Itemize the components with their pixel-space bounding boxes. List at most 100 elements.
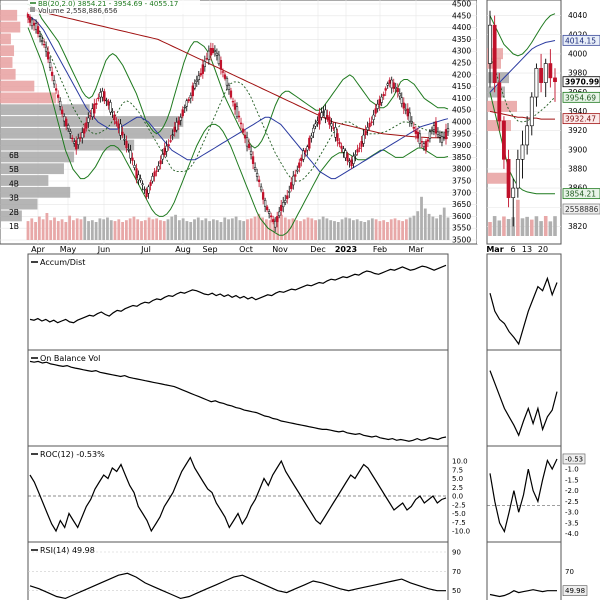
zoom-candle-body <box>497 82 502 122</box>
candle-body <box>81 132 84 139</box>
volume-bar <box>257 213 261 240</box>
price-tick-label: 3750 <box>452 177 471 186</box>
zoom-roc-tick-label: -3.5 <box>565 519 579 527</box>
candle-body <box>95 103 98 105</box>
zoom-candle-body <box>488 24 492 64</box>
volume-bar <box>295 220 299 240</box>
candle-body <box>171 134 174 136</box>
candle-body <box>127 149 130 151</box>
candle-body <box>410 121 413 124</box>
volume-profile-bar <box>0 80 35 92</box>
candle-body <box>93 103 96 114</box>
candle-body <box>111 111 114 113</box>
candle-body <box>125 140 128 149</box>
candle-body <box>444 129 448 140</box>
candle-body <box>438 135 442 138</box>
candle-body <box>378 99 381 106</box>
candle-body <box>362 134 365 144</box>
candle-body <box>42 43 46 46</box>
zoom-roc-tick-label: -2.0 <box>565 487 579 495</box>
candle-body <box>350 159 353 167</box>
volume-bar <box>196 217 200 240</box>
candle-body <box>282 202 285 208</box>
price-tick-label: 3700 <box>452 188 471 197</box>
candle-body <box>75 140 78 150</box>
volume-bar <box>264 219 268 240</box>
volume-tick-label: 4B <box>9 179 19 188</box>
zoom-rsi-tick-label: 49.98 <box>565 587 585 595</box>
zoom-candle-body <box>492 24 497 83</box>
candle-body <box>85 122 88 129</box>
candle-body <box>356 149 359 153</box>
candle-body <box>292 175 295 186</box>
volume-axis: 6B 5B 4B 3B 2B 1B <box>9 151 19 231</box>
price-tick-label: 3600 <box>452 212 471 221</box>
volume-bar <box>79 219 83 240</box>
zoom-date-label: 20 <box>538 245 548 254</box>
zoom-candle-body <box>515 159 520 189</box>
candle-body <box>259 186 263 191</box>
candle-body <box>115 121 118 124</box>
candle-body <box>169 140 172 142</box>
candle-body <box>97 97 100 100</box>
volume-profile-bar <box>0 21 21 33</box>
volume-bar <box>302 219 306 240</box>
rsi-line <box>29 572 446 600</box>
candle-body <box>32 22 36 26</box>
candle-body <box>434 121 438 134</box>
candle-body <box>398 93 401 97</box>
value-box <box>562 203 600 215</box>
candle-body <box>161 154 164 160</box>
candle-body <box>179 116 182 121</box>
zoom-date-axis: Mar 6 13 20 <box>486 245 548 254</box>
candle-body <box>402 102 405 109</box>
price-tick-label: 3900 <box>452 141 471 150</box>
zoom-roc-tick-label: -4.0 <box>565 530 579 538</box>
volume-bar <box>124 220 128 240</box>
candle-body <box>396 87 399 93</box>
candle-body <box>330 123 333 127</box>
volume-bar <box>344 217 348 240</box>
zoom-volume-bar <box>543 216 548 236</box>
zoom-candlesticks <box>488 10 557 227</box>
zoom-candle-body <box>539 67 543 83</box>
candle-body <box>370 121 373 123</box>
zoom-ma-50-line <box>489 40 556 93</box>
value-box <box>562 188 600 200</box>
value-box-label: 4014.15 <box>565 36 596 45</box>
volume-bar <box>321 216 325 240</box>
candle-body <box>426 139 430 142</box>
candle-body <box>332 127 335 129</box>
roc-tick-label: -7.5 <box>452 519 466 527</box>
zoom-volume-bar <box>497 220 502 236</box>
volume-bar <box>151 219 155 240</box>
volume-bar <box>280 214 283 240</box>
volume-bar <box>352 220 355 240</box>
volume-tick-label: 6B <box>9 151 19 160</box>
volume-bar <box>442 207 446 240</box>
legend-volume: Volume 2,558,886,656 <box>38 7 118 15</box>
volume-bar <box>102 219 106 240</box>
candle-body <box>209 48 213 56</box>
candle-body <box>390 79 393 89</box>
zoom-candle-body <box>529 96 534 127</box>
candle-body <box>406 108 409 117</box>
month-label: Dec <box>310 245 325 254</box>
volume-bar <box>68 215 72 240</box>
zoom-volume-bar <box>506 219 511 236</box>
candle-body <box>334 127 337 138</box>
volume-bar <box>113 221 117 240</box>
candle-body <box>247 144 251 149</box>
price-tick-label: 3500 <box>452 236 471 245</box>
candle-body <box>312 127 315 133</box>
volume-profile-bar <box>0 116 184 127</box>
candle-body <box>177 120 180 125</box>
zoom-roc-tick-label: -0.53 <box>565 455 583 463</box>
candle-body <box>201 64 204 74</box>
volume-profile-bar <box>0 68 16 80</box>
volume-bar <box>75 218 79 240</box>
candle-body <box>101 90 104 98</box>
candle-body <box>227 84 231 90</box>
volume-bar <box>416 211 420 240</box>
volume-bar <box>291 218 295 240</box>
